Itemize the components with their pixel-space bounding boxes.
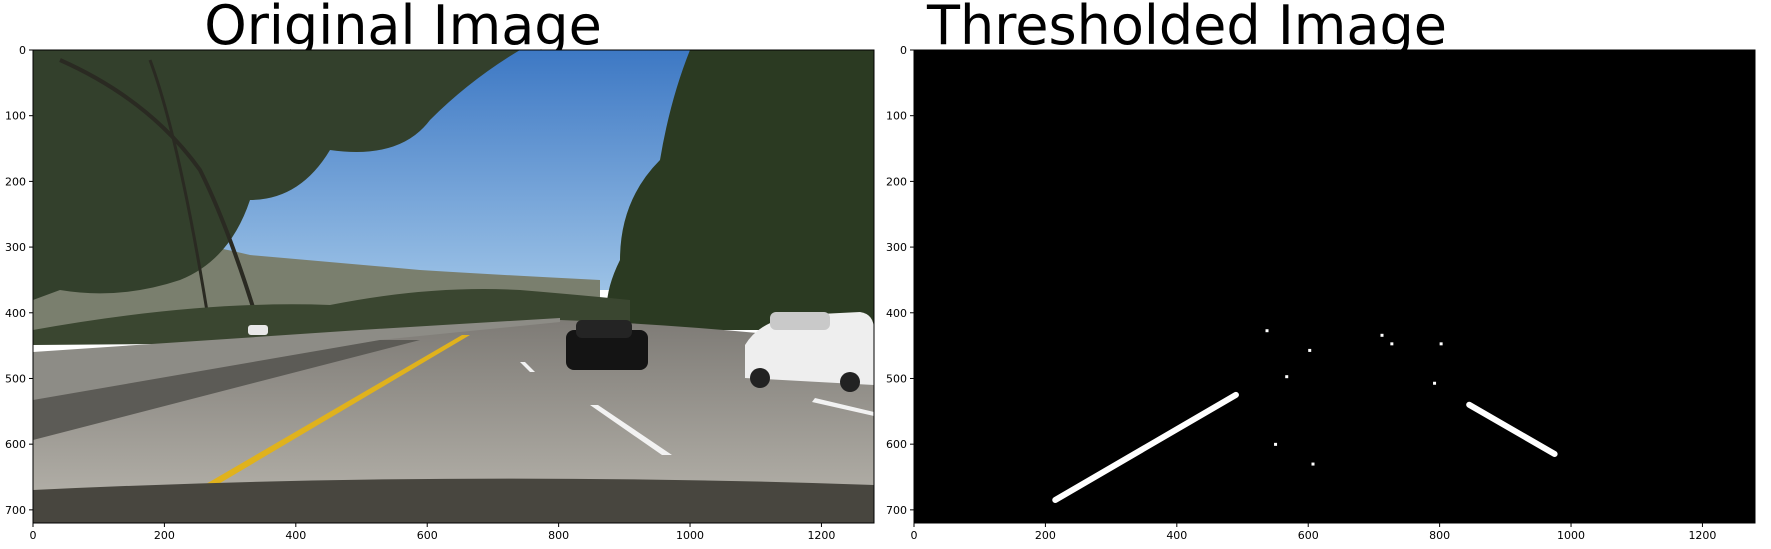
y-tick-label: 200 xyxy=(5,175,26,188)
left-panel-title: Original Image xyxy=(204,0,602,57)
car-hood xyxy=(33,478,874,523)
right-trees xyxy=(606,50,874,330)
y-tick-label: 100 xyxy=(886,110,907,123)
threshold-background xyxy=(914,50,1755,523)
y-tick-label: 600 xyxy=(886,438,907,451)
yellow-lane-line xyxy=(175,335,470,502)
y-tick-label: 300 xyxy=(5,241,26,254)
noise-speck xyxy=(1308,348,1312,352)
noise-speck xyxy=(1265,329,1269,333)
noise-speck xyxy=(1433,381,1437,385)
noise-speck xyxy=(1274,442,1278,446)
y-tick-label: 700 xyxy=(5,504,26,517)
x-tick-label: 200 xyxy=(1035,529,1056,542)
axes-frame xyxy=(32,49,875,524)
noise-speck xyxy=(1380,333,1384,337)
y-tick-label: 400 xyxy=(886,307,907,320)
y-tick-label: 500 xyxy=(5,372,26,385)
x-tick-label: 600 xyxy=(1298,529,1319,542)
white-car xyxy=(745,312,874,392)
x-tick-label: 800 xyxy=(1429,529,1450,542)
x-tick-label: 400 xyxy=(1166,529,1187,542)
y-tick-label: 100 xyxy=(5,110,26,123)
y-tick-label: 200 xyxy=(886,175,907,188)
x-tick-label: 0 xyxy=(911,529,918,542)
y-tick-label: 0 xyxy=(19,44,26,57)
x-tick-label: 800 xyxy=(548,529,569,542)
x-tick-label: 600 xyxy=(417,529,438,542)
thresholded-image xyxy=(914,50,1755,523)
black-car xyxy=(566,320,648,370)
y-tick-label: 0 xyxy=(900,44,907,57)
x-tick-label: 1200 xyxy=(807,529,835,542)
x-tick-label: 1000 xyxy=(1557,529,1585,542)
y-tick-label: 500 xyxy=(886,372,907,385)
y-tick-label: 700 xyxy=(886,504,907,517)
noise-speck xyxy=(1285,375,1289,379)
x-tick-label: 0 xyxy=(30,529,37,542)
noise-speck xyxy=(1390,342,1394,346)
barrier-wall xyxy=(33,318,560,400)
original-image xyxy=(33,50,874,523)
y-tick-label: 400 xyxy=(5,307,26,320)
x-tick-label: 1000 xyxy=(676,529,704,542)
x-tick-label: 200 xyxy=(154,529,175,542)
right-panel-title: Thresholded Image xyxy=(927,0,1447,57)
noise-speck xyxy=(1439,342,1443,346)
lane-segment-1 xyxy=(1466,401,1558,458)
y-tick-label: 600 xyxy=(5,438,26,451)
y-tick-label: 300 xyxy=(886,241,907,254)
distant-car xyxy=(248,325,268,335)
x-tick-label: 400 xyxy=(285,529,306,542)
left-trees xyxy=(33,50,520,300)
white-lane-dash xyxy=(590,405,672,455)
axes-frame xyxy=(913,49,1756,524)
x-tick-label: 1200 xyxy=(1688,529,1716,542)
lane-segment-0 xyxy=(1052,391,1239,504)
noise-speck xyxy=(1311,462,1315,466)
